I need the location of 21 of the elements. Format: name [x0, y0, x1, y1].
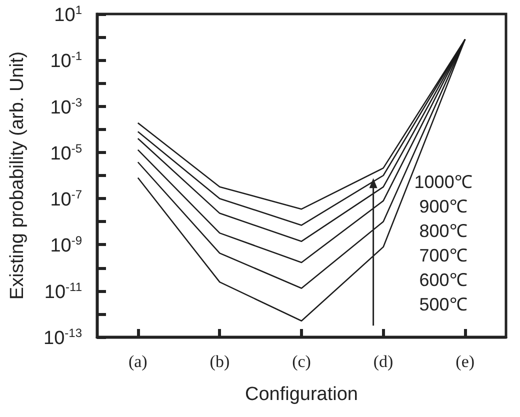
- y-tick-label: 10$^{1}$: [54, 3, 82, 26]
- x-axis-title: Configuration: [244, 384, 358, 405]
- y-tick-label: 10$^{-3}$: [50, 95, 82, 118]
- annotation: 500℃: [419, 294, 468, 315]
- x-tick-label: (c): [292, 352, 311, 371]
- annotation: 600℃: [419, 270, 468, 290]
- x-tick-label: (a): [128, 352, 148, 371]
- x-tick-label: (d): [373, 352, 394, 371]
- x-tick-label: (b): [210, 352, 230, 371]
- x-tick-label: (e): [456, 352, 475, 371]
- y-axis-title: Existing probability (arb. Unit): [7, 51, 28, 300]
- annotation: 700℃: [419, 246, 468, 266]
- annotation: 800℃: [419, 221, 468, 242]
- y-tick-label: 10$^{-1}$: [50, 49, 82, 72]
- y-tick-label: 10$^{-13}$: [44, 326, 82, 349]
- y-tick-label: 10$^{-9}$: [50, 234, 82, 257]
- annotation: 900℃: [419, 196, 468, 217]
- y-tick-label: 10$^{-7}$: [50, 188, 82, 211]
- annotation: 1000℃: [414, 172, 472, 192]
- y-tick-label: 10$^{-11}$: [44, 280, 82, 303]
- y-tick-label: 10$^{-5}$: [50, 141, 82, 164]
